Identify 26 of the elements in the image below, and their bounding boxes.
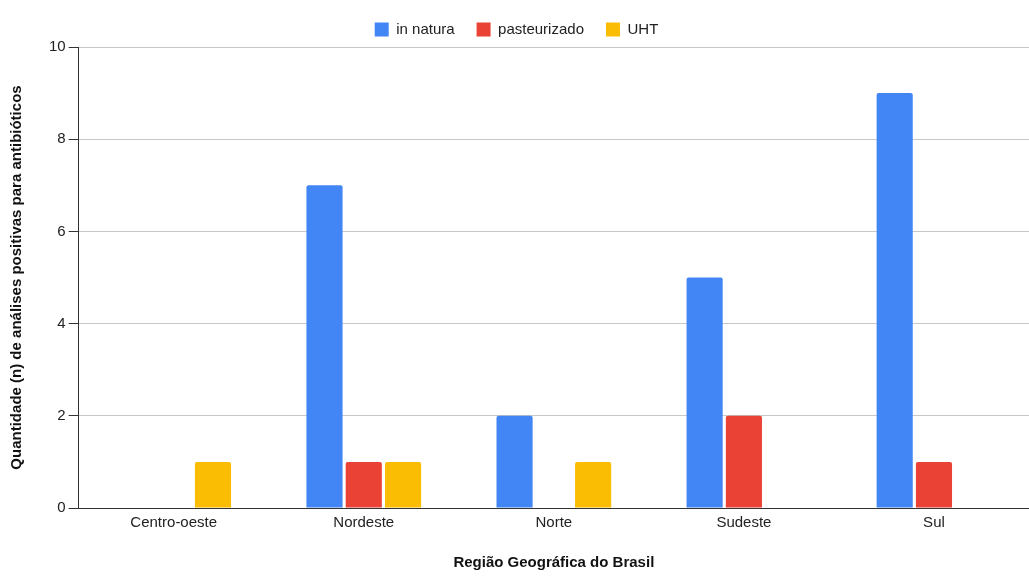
bar [725, 415, 762, 508]
x-tick-label: Sudeste [716, 513, 772, 531]
x-tick-label: Norte [535, 513, 573, 531]
y-axis-title: Quantidade (n) de análises positivas para antibióticos [7, 85, 25, 470]
x-tick-label: Sul [923, 513, 945, 531]
y-tick-label: 8 [57, 129, 66, 147]
bar [496, 415, 533, 508]
y-tick-label: 4 [57, 313, 66, 331]
y-tick-label: 0 [57, 498, 66, 516]
bar [384, 461, 422, 508]
y-tick-label: 2 [57, 405, 66, 423]
y-tick-label: 6 [57, 221, 66, 239]
bar [686, 277, 723, 508]
legend-label: pasteurizado [498, 19, 584, 37]
x-axis-title: Região Geográfica do Brasil [453, 553, 655, 571]
bar [876, 93, 913, 508]
legend-label: UHT [627, 19, 659, 37]
y-tick-label: 10 [49, 37, 66, 55]
bar [345, 461, 382, 508]
bar [575, 461, 612, 508]
bar [915, 461, 953, 508]
x-tick-label: Nordeste [333, 513, 395, 531]
bar [194, 461, 232, 508]
legend-label: in natura [396, 19, 456, 37]
bar [306, 185, 343, 508]
x-tick-label: Centro-oeste [130, 513, 218, 531]
